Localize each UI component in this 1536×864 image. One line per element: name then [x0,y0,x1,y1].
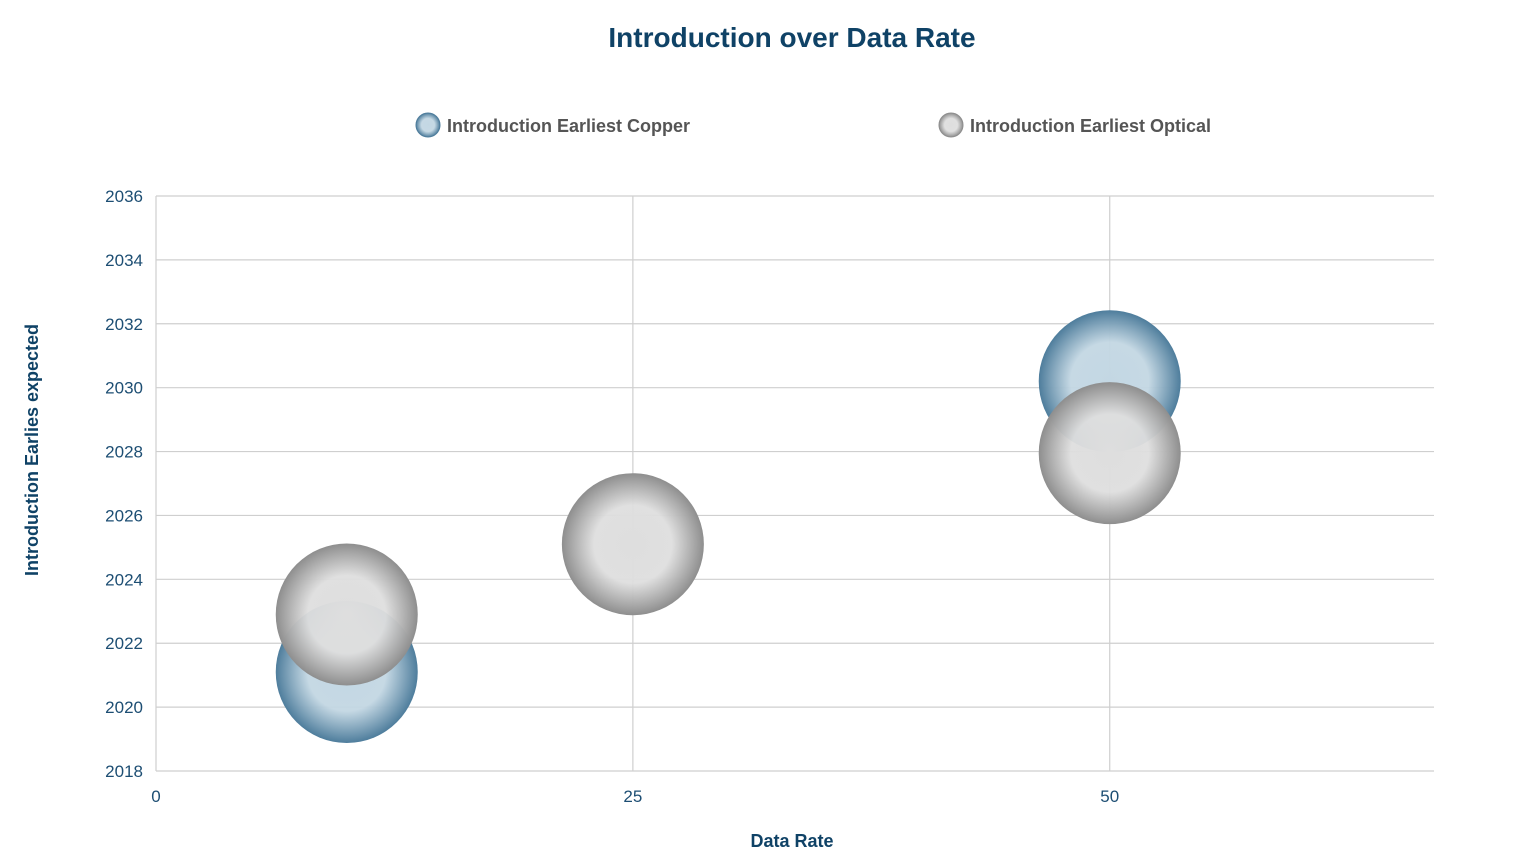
bubble-optical [275,543,418,686]
y-tick-label: 2024 [105,570,143,589]
x-tick-label: 0 [151,787,160,806]
bubble-optical [561,473,704,616]
chart-title: Introduction over Data Rate [608,22,975,53]
y-axis-ticks: 2018 2020 2022 2024 2026 2028 2030 2032 2034 2036 [105,187,143,781]
bubbles [275,310,1181,743]
x-axis-label: Data Rate [750,831,833,851]
y-tick-label: 2018 [105,762,143,781]
y-axis-label: Introduction Earlies expected [22,324,42,576]
y-tick-label: 2022 [105,634,143,653]
x-axis-ticks: 0 25 50 [151,787,1119,806]
bubble-optical [1038,382,1181,525]
y-tick-label: 2020 [105,698,143,717]
y-tick-label: 2030 [105,379,143,398]
y-tick-label: 2036 [105,187,143,206]
y-tick-label: 2028 [105,443,143,462]
legend: Introduction Earliest Copper Introduction… [415,112,1211,138]
x-tick-label: 50 [1100,787,1119,806]
y-tick-label: 2032 [105,315,143,334]
y-tick-label: 2026 [105,506,143,525]
y-tick-label: 2034 [105,251,143,270]
legend-label: Introduction Earliest Copper [447,116,690,136]
legend-marker [415,112,441,138]
legend-label: Introduction Earliest Optical [970,116,1211,136]
legend-marker [938,112,964,138]
x-tick-label: 25 [623,787,642,806]
